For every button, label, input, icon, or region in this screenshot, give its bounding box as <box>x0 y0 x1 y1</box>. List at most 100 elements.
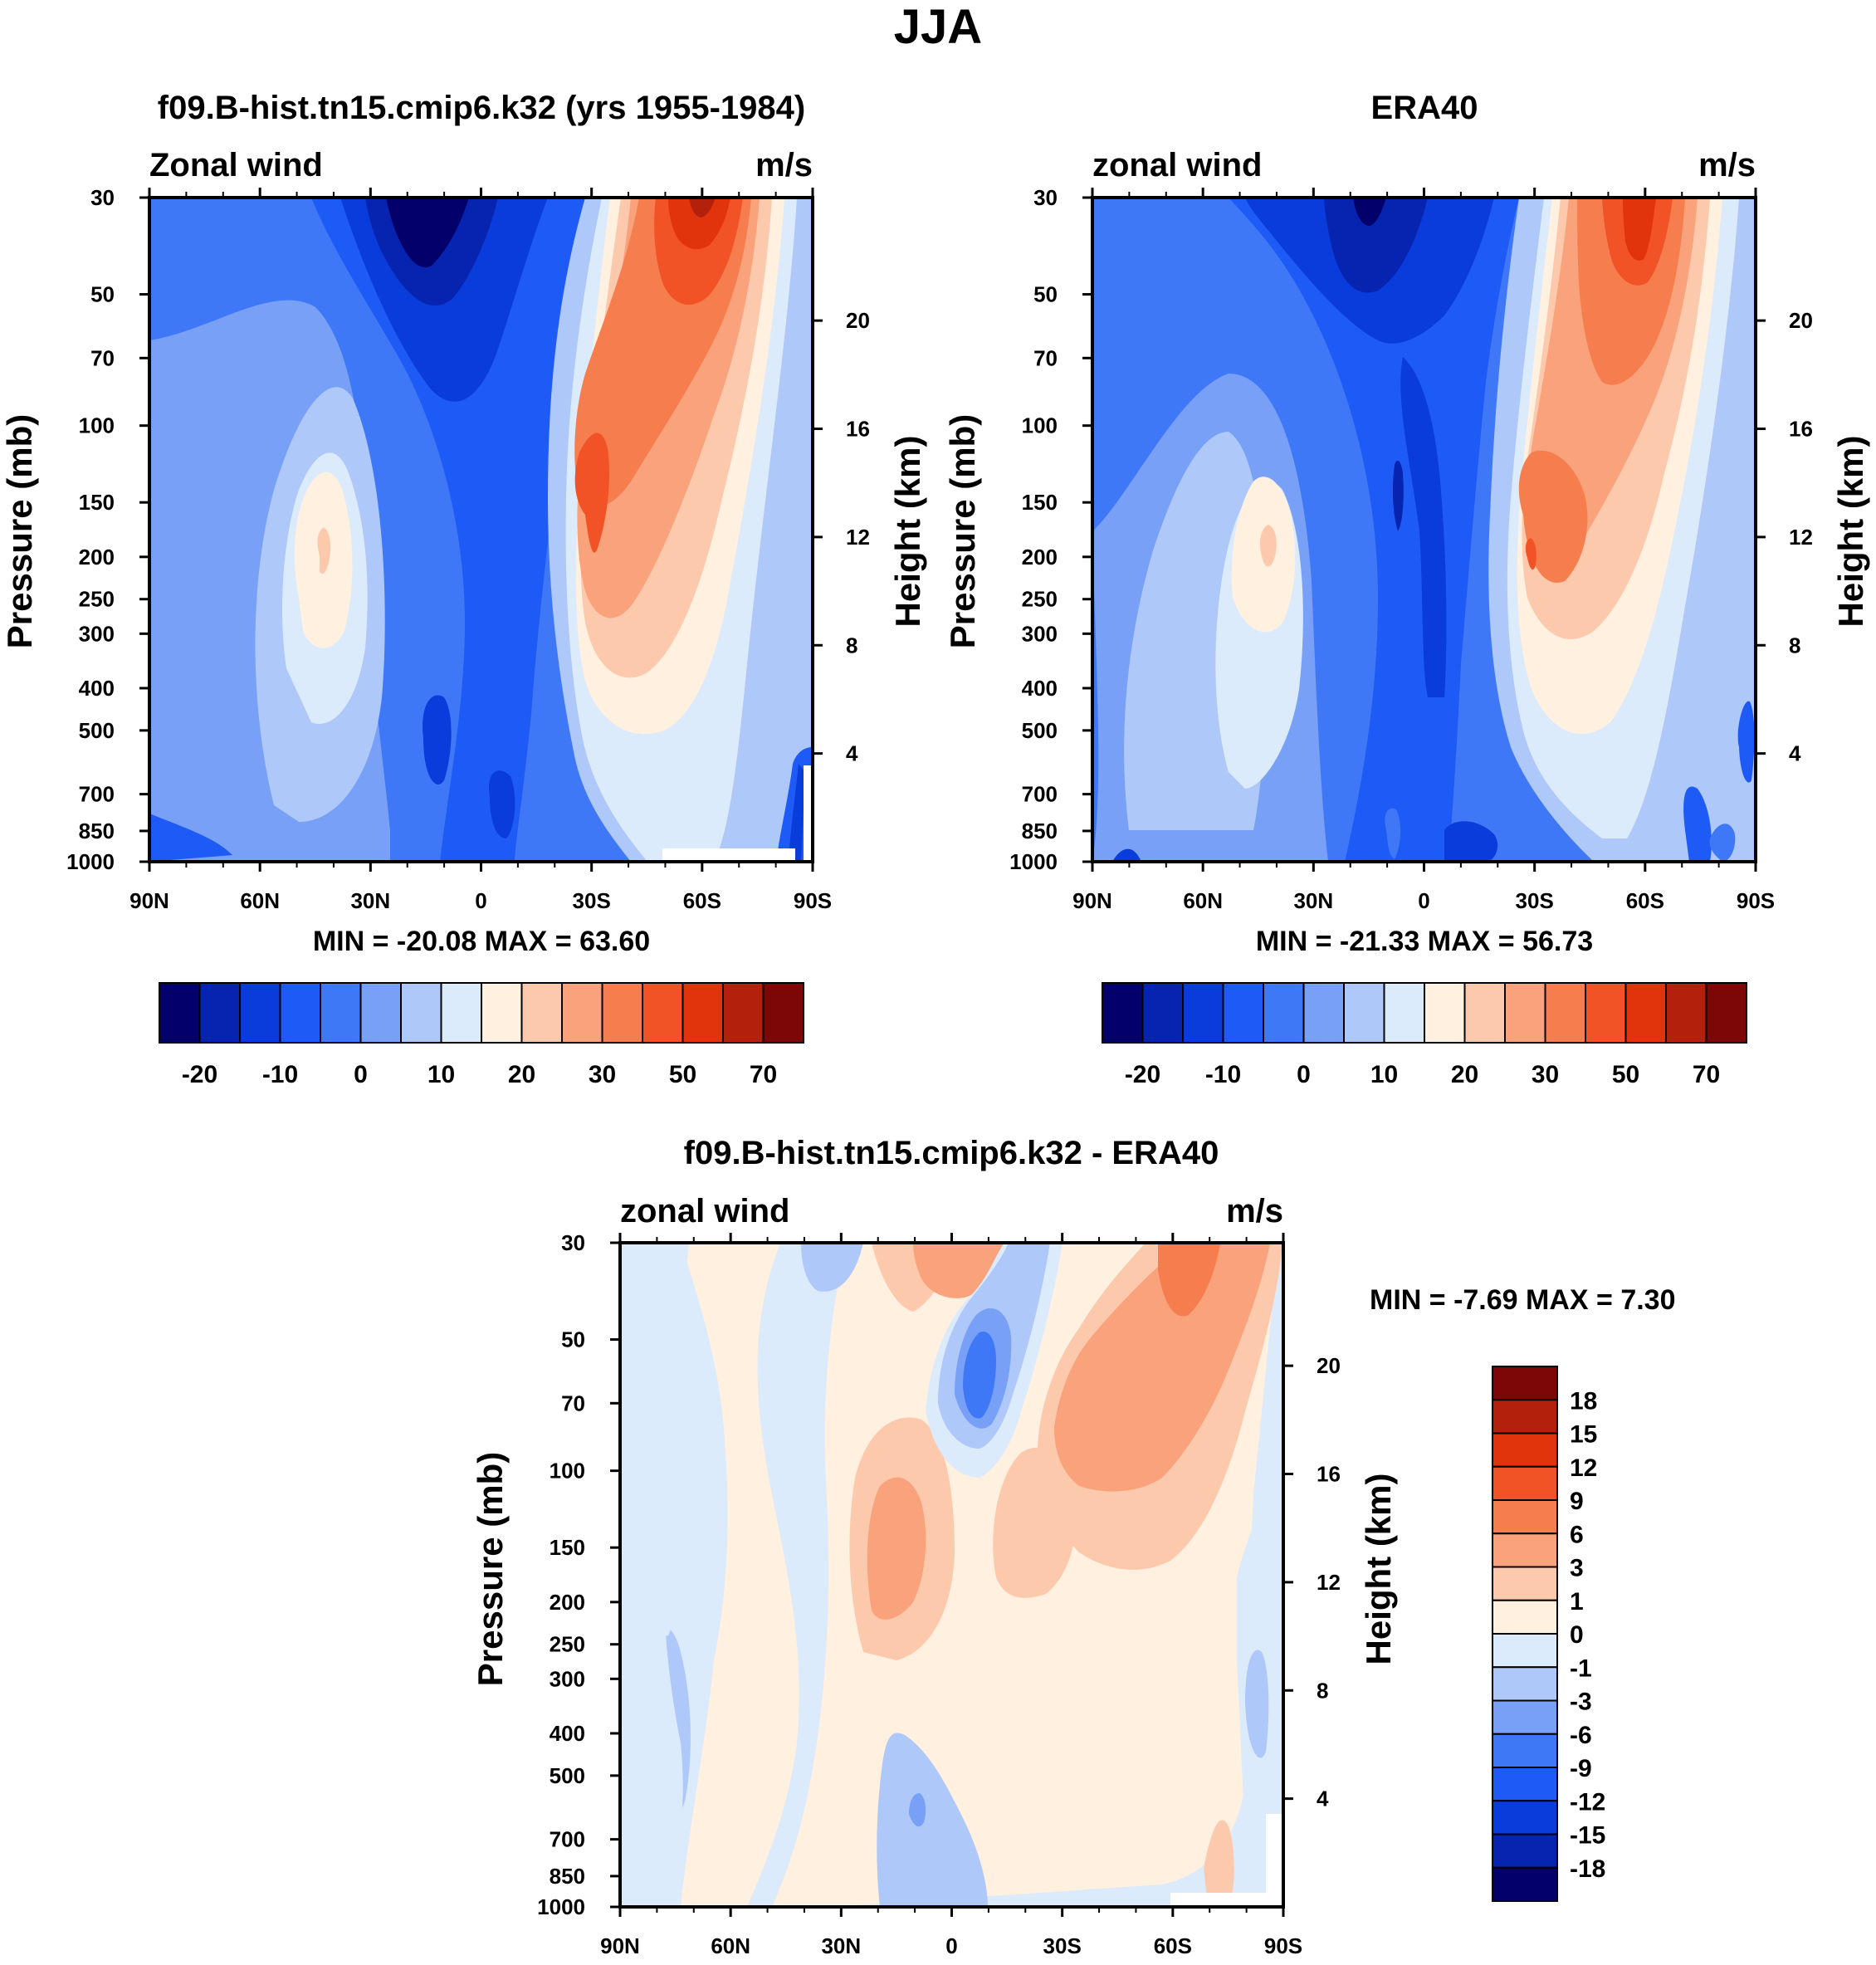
x-tick-label: 60N <box>240 888 280 913</box>
colorbar-swatch <box>520 982 563 1044</box>
colorbar-swatch <box>1424 982 1466 1044</box>
y-tick-label: 500 <box>1022 718 1058 743</box>
colorbar-swatch <box>1492 1666 1558 1702</box>
colorbar-label: 50 <box>669 1061 696 1088</box>
panel-left-label: zonal wind <box>620 1193 789 1229</box>
height-tick-label: 8 <box>846 633 857 657</box>
y-tick-label: 700 <box>1022 782 1058 807</box>
height-tick-label: 12 <box>1317 1570 1341 1595</box>
colorbar-swatch <box>1302 982 1345 1044</box>
axis-ticks: 90N 60N 30N 0 30S 60S 90S 30 50 70 100 150 200 250 300… <box>537 1230 1341 1958</box>
colorbar-swatch <box>1182 982 1224 1044</box>
x-tick-label: 30S <box>573 888 611 913</box>
colorbar: 18 15 12 9 6 3 1 0 -1 -3 -6 -9 -12 -15 -18 <box>1492 1366 1605 1902</box>
y-tick-label: 200 <box>1022 545 1058 569</box>
colorbar-swatch <box>1492 1566 1558 1601</box>
y-axis-label: Pressure (mb) <box>471 1452 510 1686</box>
colorbar-label: -20 <box>1125 1061 1160 1088</box>
axis-ticks: 90N 60N 30N 0 30S 60S 90S 30 50 70 100 150 200 250 300… <box>66 185 870 913</box>
colorbar-swatch <box>1504 982 1546 1044</box>
colorbar: -20 -10 0 10 20 30 50 70 <box>1102 982 1747 1088</box>
y-tick-label: 50 <box>90 282 115 307</box>
colorbar-swatch <box>1492 1366 1558 1401</box>
colorbar-swatch <box>1492 1599 1558 1635</box>
x-tick-label: 30N <box>821 1933 861 1958</box>
colorbar-swatch <box>440 982 482 1044</box>
colorbar-label: 12 <box>1570 1454 1597 1482</box>
axis-ticks: 90N 60N 30N 0 30S 60S 90S 30 50 70 100 150 200 250 300… <box>1009 185 1813 913</box>
colorbar-swatch <box>400 982 442 1044</box>
height-tick-label: 12 <box>1789 525 1813 550</box>
y-tick-label: 100 <box>79 413 115 438</box>
height-tick-label: 16 <box>1317 1462 1341 1487</box>
x-tick-label: 30N <box>350 888 390 913</box>
y-tick-label: 250 <box>79 587 115 612</box>
y-tick-label: 30 <box>1033 185 1058 210</box>
colorbar-label: -9 <box>1570 1755 1592 1782</box>
colorbar-swatch <box>239 982 281 1044</box>
colorbar-label: 0 <box>354 1061 368 1088</box>
y-tick-label: 400 <box>79 676 115 701</box>
colorbar-swatch <box>1492 1699 1558 1735</box>
y-tick-label: 500 <box>79 718 115 743</box>
colorbar-swatch <box>1492 1866 1558 1902</box>
colorbar-swatch <box>1705 982 1747 1044</box>
colorbar-swatch <box>1492 1499 1558 1535</box>
colorbar-label: -18 <box>1570 1855 1605 1883</box>
colorbar: -20 -10 0 10 20 30 50 70 <box>159 982 804 1088</box>
colorbar-swatch <box>1492 1465 1558 1501</box>
colorbar-label: -10 <box>262 1061 298 1088</box>
colorbar-swatch <box>320 982 362 1044</box>
contour-field <box>1092 198 1756 862</box>
y-tick-label: 300 <box>79 621 115 646</box>
colorbar-swatch <box>1102 982 1144 1044</box>
colorbar-label: 10 <box>427 1061 455 1088</box>
x-tick-label: 0 <box>1418 888 1429 913</box>
y-tick-label: 50 <box>561 1327 585 1352</box>
height-tick-label: 16 <box>1789 417 1813 442</box>
colorbar-swatch <box>198 982 241 1044</box>
y-tick-label: 1000 <box>1009 849 1058 874</box>
x-tick-label: 60S <box>1154 1933 1192 1958</box>
colorbar-swatch <box>279 982 321 1044</box>
colorbar-swatch <box>722 982 765 1044</box>
colorbar-swatch <box>359 982 402 1044</box>
height-tick-label: 12 <box>846 525 870 550</box>
colorbar-swatch <box>1383 982 1425 1044</box>
colorbar-swatch <box>1141 982 1184 1044</box>
panel-left-label: Zonal wind <box>149 147 323 183</box>
y-tick-label: 300 <box>550 1666 585 1691</box>
panel-title: f09.B-hist.tn15.cmip6.k32 - ERA40 <box>684 1135 1219 1171</box>
colorbar-swatch <box>642 982 684 1044</box>
colorbar-label: -15 <box>1570 1822 1605 1850</box>
colorbar-swatch <box>1492 1800 1558 1835</box>
colorbar-swatch <box>1665 982 1707 1044</box>
colorbar-swatch <box>1343 982 1385 1044</box>
y-tick-label: 100 <box>1022 413 1058 438</box>
panel-units-label: m/s <box>1226 1193 1283 1229</box>
colorbar-label: 9 <box>1570 1488 1584 1515</box>
height-tick-label: 4 <box>846 741 858 766</box>
x-tick-label: 90S <box>1737 888 1775 913</box>
x-tick-label: 0 <box>475 888 486 913</box>
colorbar-label: 1 <box>1570 1588 1584 1616</box>
y-tick-label: 250 <box>1022 587 1058 612</box>
x-tick-label: 30S <box>1043 1933 1082 1958</box>
x-tick-label: 60S <box>1626 888 1664 913</box>
y-tick-label: 400 <box>550 1721 585 1746</box>
x-tick-label: 60S <box>683 888 721 913</box>
y-tick-label: 150 <box>550 1535 585 1560</box>
colorbar-swatch <box>1492 1432 1558 1468</box>
y-tick-label: 200 <box>550 1590 585 1615</box>
y-tick-label: 850 <box>550 1864 585 1889</box>
colorbar-label: 50 <box>1612 1061 1639 1088</box>
x-tick-label: 60N <box>711 1933 750 1958</box>
x-tick-label: 90N <box>1072 888 1112 913</box>
colorbar-swatch <box>1492 1532 1558 1568</box>
y-tick-label: 30 <box>561 1230 585 1255</box>
panel-units-label: m/s <box>1698 147 1756 183</box>
colorbar-swatch <box>1263 982 1305 1044</box>
panel-title: f09.B-hist.tn15.cmip6.k32 (yrs 1955-1984… <box>158 90 805 126</box>
colorbar-swatch <box>159 982 201 1044</box>
